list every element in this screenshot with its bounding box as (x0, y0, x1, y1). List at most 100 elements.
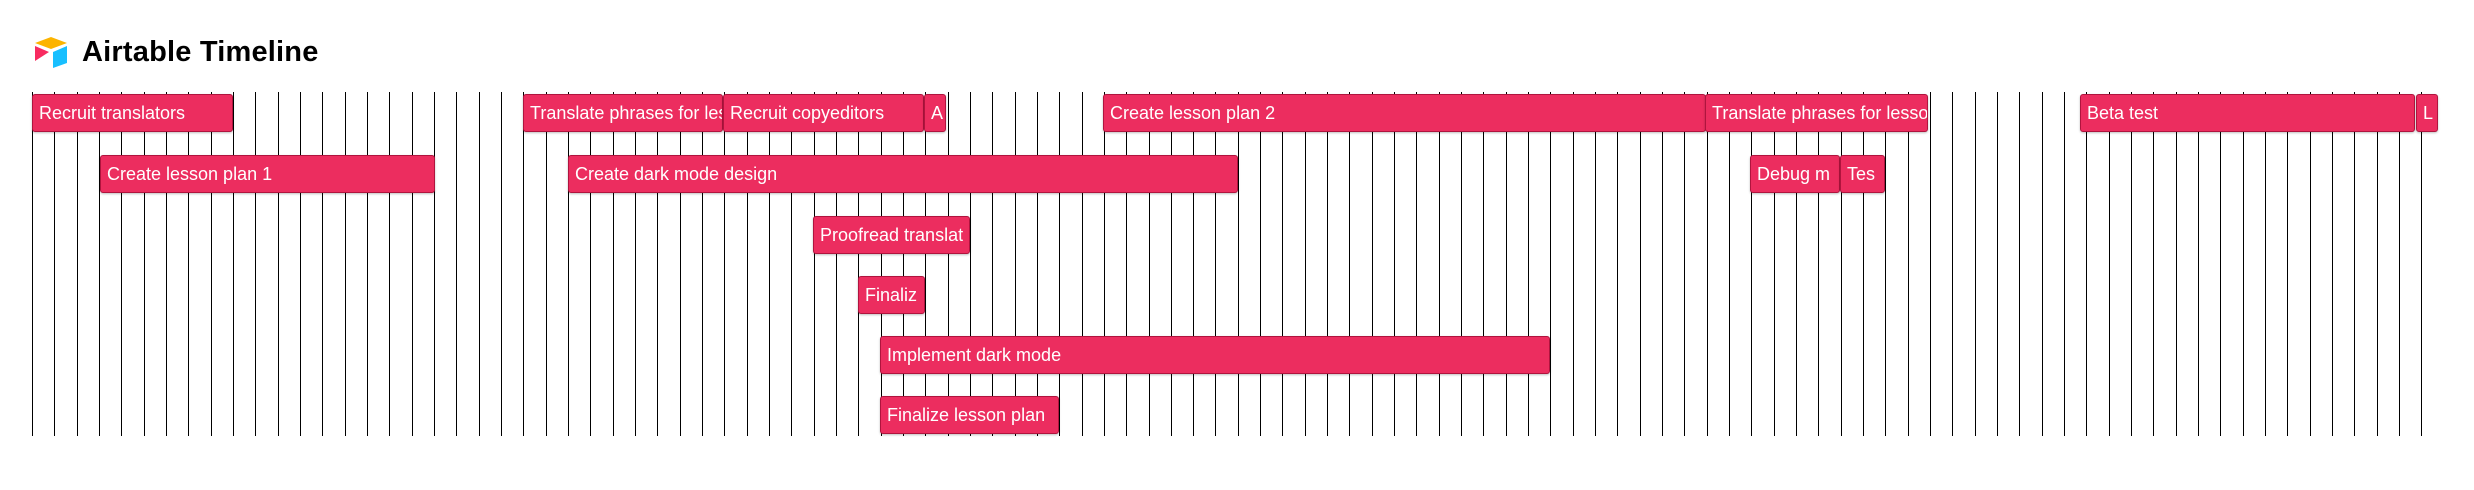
timeline-bar[interactable]: Proofread translat (813, 216, 970, 254)
timeline-grid-line (1081, 92, 1083, 436)
timeline-grid-line (634, 92, 636, 436)
timeline-bar[interactable]: Finalize lesson plan (880, 396, 1059, 434)
timeline-grid-line (299, 92, 301, 436)
timeline-grid-line (1751, 92, 1753, 436)
timeline-grid-line (188, 92, 190, 436)
timeline-grid-line (2086, 92, 2088, 436)
timeline-grid-line (1036, 92, 1038, 436)
timeline-grid-line (478, 92, 480, 436)
app-header: Airtable Timeline (32, 30, 319, 74)
timeline-grid-line (433, 92, 435, 436)
timeline-grid-line (2041, 92, 2043, 436)
timeline-bar[interactable]: Translate phrases for lesson plan 1 (523, 94, 723, 132)
timeline-grid-line (1483, 92, 1485, 436)
timeline-grid-line (2354, 92, 2356, 436)
timeline-grid-line (389, 92, 391, 436)
timeline-grid-line (54, 92, 56, 436)
timeline-grid-line (1260, 92, 1262, 436)
timeline-grid-line (1237, 92, 1239, 436)
timeline-bar[interactable]: Recruit copyeditors (723, 94, 924, 132)
timeline-grid-line (344, 92, 346, 436)
timeline-grid-line (1103, 92, 1105, 436)
timeline-grid-line (1215, 92, 1217, 436)
timeline-bar[interactable]: Create lesson plan 1 (100, 155, 435, 193)
timeline-grid-line (1572, 92, 1574, 436)
timeline-grid-line (724, 92, 726, 436)
timeline-bar[interactable]: Create lesson plan 2 (1103, 94, 1706, 132)
timeline-grid-line (746, 92, 748, 436)
timeline-grid-line (2153, 92, 2155, 436)
timeline-grid-line (165, 92, 167, 436)
timeline-grid-line (1550, 92, 1552, 436)
timeline-grid-line (1327, 92, 1329, 436)
timeline-grid-line (1639, 92, 1641, 436)
timeline-grid-line (657, 92, 659, 436)
timeline-bar[interactable]: Create dark mode design (568, 155, 1238, 193)
timeline-grid-line (880, 92, 882, 436)
timeline-grid-line (2198, 92, 2199, 436)
timeline-grid-line (1818, 92, 1820, 436)
timeline-grid-line (1952, 92, 1954, 436)
timeline-grid-line (545, 92, 547, 436)
timeline-grid-line (98, 92, 100, 436)
timeline-grid-line (1170, 92, 1172, 436)
timeline-grid-line (1126, 92, 1128, 436)
timeline-bar[interactable]: Tes (1840, 155, 1885, 193)
timeline-grid-line (76, 92, 78, 436)
timeline-grid-line (1371, 92, 1373, 436)
timeline-grid-line (322, 92, 324, 436)
timeline-grid-line (2265, 92, 2266, 436)
timeline-bar[interactable]: Translate phrases for lesson plan 2 (1705, 94, 1928, 132)
timeline-grid-line (768, 92, 770, 436)
timeline-grid-line (1617, 92, 1619, 436)
timeline-bar[interactable]: Beta test (2080, 94, 2415, 132)
timeline-grid-line (947, 92, 949, 436)
timeline-grid-line (2398, 92, 2400, 436)
timeline-grid-line (1974, 92, 1976, 436)
page-title: Airtable Timeline (82, 35, 319, 68)
timeline-grid-line (1014, 92, 1016, 436)
timeline-grid-line (1706, 92, 1708, 436)
timeline-bar[interactable]: Debug m (1750, 155, 1840, 193)
timeline-grid-line (813, 92, 815, 436)
timeline-grid-line (366, 92, 368, 436)
timeline-grid-line (232, 92, 234, 436)
timeline-grid-line (500, 92, 502, 436)
timeline-grid-line (567, 92, 569, 436)
timeline-grid-line (1684, 92, 1686, 436)
timeline-grid-line (411, 92, 413, 436)
timeline-grid-line (2108, 92, 2110, 436)
timeline-grid-line (2309, 92, 2311, 436)
timeline-grid-line (2019, 92, 2021, 436)
timeline-grid-line (1528, 92, 1530, 436)
timeline-grid-line (1505, 92, 1507, 436)
timeline-bar[interactable]: A (924, 94, 946, 132)
timeline-grid-line (902, 92, 904, 436)
timeline-bar[interactable]: L (2416, 94, 2438, 132)
timeline-grid-line (2175, 92, 2177, 436)
timeline-grid-line (1304, 92, 1306, 436)
timeline-grid-line (121, 92, 123, 436)
timeline-grid-line (32, 92, 33, 436)
timeline-bar[interactable]: Implement dark mode (880, 336, 1550, 374)
timeline-grid-line (1148, 92, 1150, 436)
timeline-grid-line (1662, 92, 1664, 436)
timeline-grid-line (925, 92, 927, 436)
timeline-grid-line (1059, 92, 1061, 436)
timeline-grid-line (612, 92, 614, 436)
timeline-grid-line (679, 92, 681, 436)
timeline-grid: Recruit translators Translate phrases fo… (32, 92, 2438, 436)
timeline-grid-line (2064, 92, 2066, 436)
timeline-grid-line (2331, 92, 2333, 436)
timeline-grid-line (1461, 92, 1463, 436)
timeline-grid-line (1416, 92, 1418, 436)
timeline-grid-line (2131, 92, 2133, 436)
timeline-bar[interactable]: Finaliz (858, 276, 925, 314)
airtable-logo-icon (35, 37, 67, 68)
timeline-grid-line (1193, 92, 1195, 436)
timeline-grid-line (1438, 92, 1440, 436)
timeline-grid-line (969, 92, 971, 436)
timeline-grid-line (1394, 92, 1396, 436)
timeline-bar[interactable]: Recruit translators (32, 94, 233, 132)
timeline-grid-line (1907, 92, 1909, 436)
